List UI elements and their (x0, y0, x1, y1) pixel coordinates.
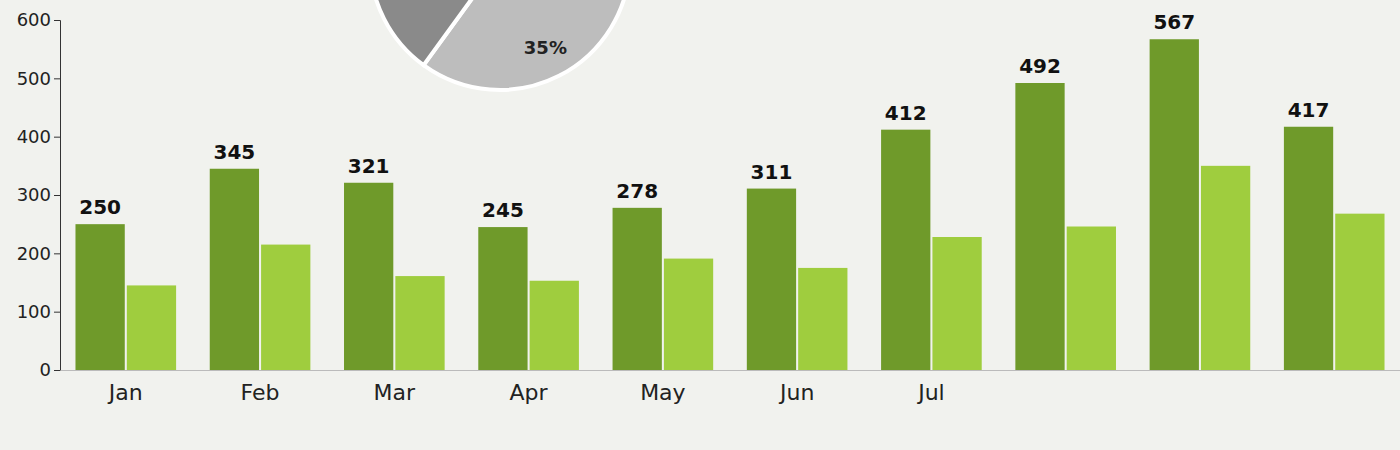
data-label: 345 (214, 140, 256, 164)
x-axis-line (61, 370, 1400, 371)
y-tick: 0 (40, 359, 60, 380)
y-tick-mark (54, 20, 60, 21)
bar (1150, 39, 1199, 370)
y-tick-mark (54, 253, 60, 254)
x-tick: Jan (107, 370, 143, 405)
data-label: 417 (1288, 98, 1330, 122)
x-tick: Jul (916, 370, 945, 405)
y-tick: 100 (17, 301, 60, 322)
x-tick: Feb (241, 370, 280, 405)
bar (1284, 127, 1333, 370)
bar (478, 227, 527, 370)
y-axis-line (54, 21, 61, 371)
y-tick-label: 0 (40, 359, 51, 380)
bar (127, 285, 176, 370)
pie-slice (370, 0, 630, 65)
bar (613, 208, 662, 370)
y-tick: 500 (17, 68, 60, 89)
x-tick-label: Feb (241, 380, 280, 405)
data-label: 278 (616, 179, 658, 203)
y-tick-mark (54, 370, 60, 371)
y-tick: 200 (17, 243, 60, 264)
background (0, 0, 1400, 450)
bar (75, 224, 124, 370)
x-tick: Apr (510, 370, 549, 405)
bar (664, 259, 713, 370)
x-tick-label: Mar (374, 380, 416, 405)
bar (881, 130, 930, 370)
bar (261, 245, 310, 370)
y-tick: 400 (17, 126, 60, 147)
data-label: 492 (1019, 54, 1061, 78)
chart-canvas: 35% 250 345 321 245 278 311 412 492 567 417 0 100 200… (0, 0, 1400, 450)
data-label: 412 (885, 101, 927, 125)
bar (1067, 227, 1116, 371)
y-axis: 0 100 200 300 400 500 600 (17, 9, 61, 380)
bar (1015, 83, 1064, 370)
bar (344, 183, 393, 370)
x-tick-label: Jan (107, 380, 143, 405)
x-tick: Jun (778, 370, 814, 405)
x-tick-label: Apr (510, 380, 549, 405)
x-tick-label: Jun (778, 380, 814, 405)
bar (932, 237, 981, 370)
slice-label: 35% (524, 37, 567, 58)
data-label: 567 (1153, 10, 1195, 34)
bar (210, 169, 259, 370)
bar (1201, 166, 1250, 370)
data-label: 245 (482, 198, 524, 222)
y-tick: 600 (17, 9, 60, 30)
data-label: 250 (79, 195, 121, 219)
data-labels: 250 345 321 245 278 311 412 492 567 417 (79, 10, 1329, 222)
y-tick-label: 100 (17, 301, 51, 322)
y-tick-mark (54, 312, 60, 313)
data-label: 321 (348, 154, 390, 178)
y-tick-label: 600 (17, 9, 51, 30)
y-tick-mark (54, 195, 60, 196)
x-tick-label: May (640, 380, 685, 405)
y-tick-mark (54, 78, 60, 79)
y-tick-label: 500 (17, 68, 51, 89)
y-tick-mark (54, 137, 60, 138)
bar (1335, 214, 1384, 370)
y-tick-label: 400 (17, 126, 51, 147)
y-tick-label: 300 (17, 184, 51, 205)
y-tick-label: 200 (17, 243, 51, 264)
bar (798, 268, 847, 370)
x-axis: Jan Feb Mar Apr May Jun Jul (61, 370, 1400, 405)
bars (75, 39, 1384, 370)
bar (530, 281, 579, 370)
bar (395, 276, 444, 370)
x-tick: May (640, 370, 685, 405)
data-label: 311 (751, 160, 793, 184)
x-tick: Mar (374, 370, 416, 405)
y-tick: 300 (17, 184, 60, 205)
pie-chart: 35% (370, 0, 630, 90)
bar (747, 189, 796, 370)
x-tick-label: Jul (916, 380, 945, 405)
